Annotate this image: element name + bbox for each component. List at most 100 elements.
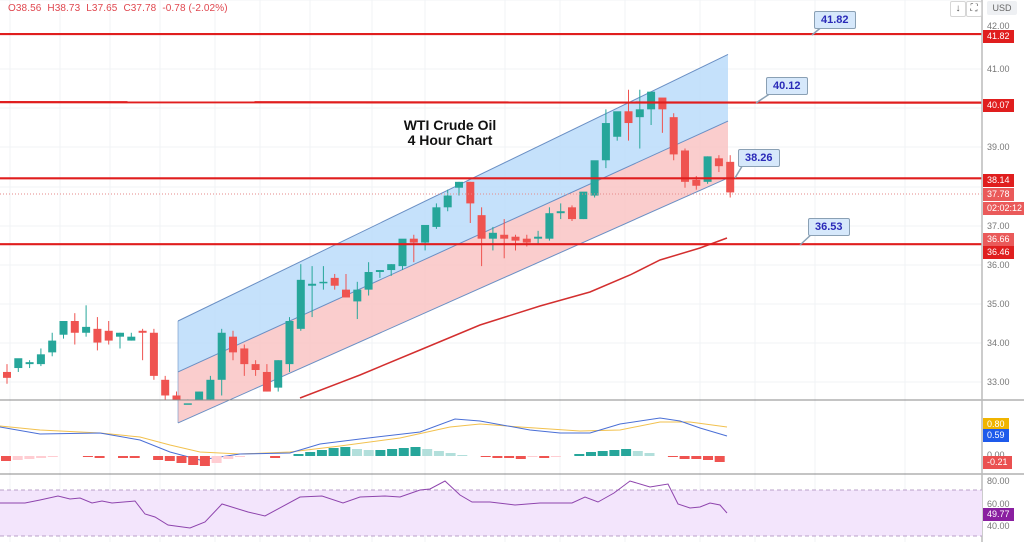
price-axis-tick: 33.00	[987, 377, 1010, 387]
macd-histogram-bar	[82, 456, 93, 457]
moving-average-line	[299, 237, 728, 399]
candle-body	[647, 91, 656, 110]
macd-histogram-bar	[153, 456, 164, 460]
candle-body	[14, 358, 23, 369]
macd-histogram-bar	[176, 456, 187, 463]
macd-histogram-bar	[223, 456, 234, 459]
candle-body	[82, 326, 91, 333]
macd-histogram-bar	[293, 454, 304, 456]
price-axis-tag: 36.66	[983, 233, 1014, 246]
candle-body	[511, 236, 520, 241]
candle-body	[534, 236, 543, 239]
ohlc-close: C37.78	[123, 3, 157, 14]
ohlc-legend: O38.56 H38.73 L37.65 C37.78 -0.78 (-2.02%)	[8, 3, 234, 14]
arrow-down-icon: ↓	[955, 3, 961, 14]
macd-histogram-bar	[457, 455, 468, 456]
ohlc-low: L37.65	[86, 3, 118, 14]
price-axis-tag: 02:02:12	[983, 202, 1024, 215]
macd-histogram-bar	[316, 450, 327, 456]
candle-body	[375, 270, 384, 272]
rsi-axis-tick: 80.00	[987, 476, 1010, 486]
candle-body	[522, 238, 531, 243]
candle-body	[409, 238, 418, 243]
price-axis-tag: 41.82	[983, 30, 1014, 43]
macd-histogram-bar	[328, 448, 339, 456]
macd-histogram-bar	[667, 456, 678, 457]
candle-body	[59, 321, 68, 335]
macd-histogram-bar	[504, 456, 515, 458]
candle-body	[48, 340, 57, 353]
price-level-callout[interactable]: 41.82	[814, 11, 856, 29]
macd-histogram-bar	[1, 456, 11, 461]
macd-histogram-bar	[24, 456, 35, 459]
rsi-axis-tag: 49.77	[983, 508, 1014, 521]
price-level-callout[interactable]: 36.53	[808, 218, 850, 236]
candle-body	[613, 111, 622, 137]
candle-body	[3, 371, 11, 378]
auto-scale-button[interactable]: ⛶	[966, 1, 982, 17]
candle-body	[579, 191, 588, 220]
macd-histogram-bar	[539, 456, 550, 458]
candle-body	[206, 379, 215, 400]
macd-histogram-bar	[550, 456, 561, 457]
candle-body	[274, 360, 283, 388]
candle-body	[624, 111, 633, 124]
candle-body	[601, 123, 610, 161]
ohlc-high: H38.73	[47, 3, 81, 14]
macd-histogram-bar	[188, 456, 199, 465]
candle-body	[477, 215, 486, 239]
candle-body	[681, 150, 689, 182]
macd-histogram-bar	[621, 449, 632, 456]
macd-axis-tag: -0.21	[983, 456, 1012, 469]
scale-down-button[interactable]: ↓	[950, 1, 966, 17]
candle-body	[93, 328, 102, 343]
macd-histogram-bar	[492, 456, 503, 458]
macd-histogram-bar	[164, 456, 175, 461]
candle-body	[149, 332, 158, 376]
candle-body	[692, 179, 701, 186]
candle-body	[296, 279, 305, 329]
fit-screen-icon: ⛶	[970, 3, 978, 14]
ohlc-open: O38.56	[8, 3, 42, 14]
candle-body	[251, 364, 260, 370]
macd-histogram-bar	[410, 447, 421, 456]
candle-body	[183, 403, 192, 405]
rsi-line	[0, 480, 728, 529]
candle-body	[669, 117, 678, 155]
rsi-axis-tick: 60.00	[987, 499, 1010, 509]
macd-histogram-bar	[118, 456, 128, 458]
support-resistance-line	[0, 101, 983, 104]
macd-histogram-bar	[679, 456, 690, 459]
macd-axis-tick: 0.00	[987, 450, 1005, 460]
channel-line	[177, 120, 729, 373]
channel-lower-fill	[178, 121, 728, 423]
candle-body	[443, 195, 452, 208]
macd-histogram-bar	[644, 453, 655, 456]
currency-label[interactable]: USD	[987, 1, 1017, 15]
price-axis-tag: 38.14	[983, 174, 1014, 187]
price-level-callout[interactable]: 40.12	[766, 77, 808, 95]
macd-histogram-bar	[375, 450, 386, 456]
candle-body	[635, 109, 644, 118]
macd-histogram-bar	[199, 456, 210, 466]
macd-histogram-bar	[94, 456, 105, 458]
price-level-callout[interactable]: 38.26	[738, 149, 780, 167]
rsi-band	[0, 490, 982, 536]
macd-histogram-bar	[340, 447, 351, 456]
macd-histogram-bar	[515, 456, 526, 459]
macd-histogram-bar	[574, 454, 585, 456]
candle-body	[488, 232, 497, 239]
macd-histogram-bar	[235, 456, 245, 457]
macd-histogram-bar	[586, 452, 596, 456]
candle-body	[353, 289, 362, 302]
macd-histogram-bar	[445, 453, 456, 456]
macd-histogram-bar	[47, 456, 58, 457]
macd-histogram-bar	[12, 456, 23, 460]
candle-body	[421, 224, 430, 243]
candle-body	[319, 281, 328, 284]
price-axis-tick: 39.00	[987, 142, 1010, 152]
price-axis-tick: 41.00	[987, 64, 1010, 74]
macd-histogram-bar	[527, 456, 538, 457]
price-axis-tick: 42.00	[987, 21, 1010, 31]
